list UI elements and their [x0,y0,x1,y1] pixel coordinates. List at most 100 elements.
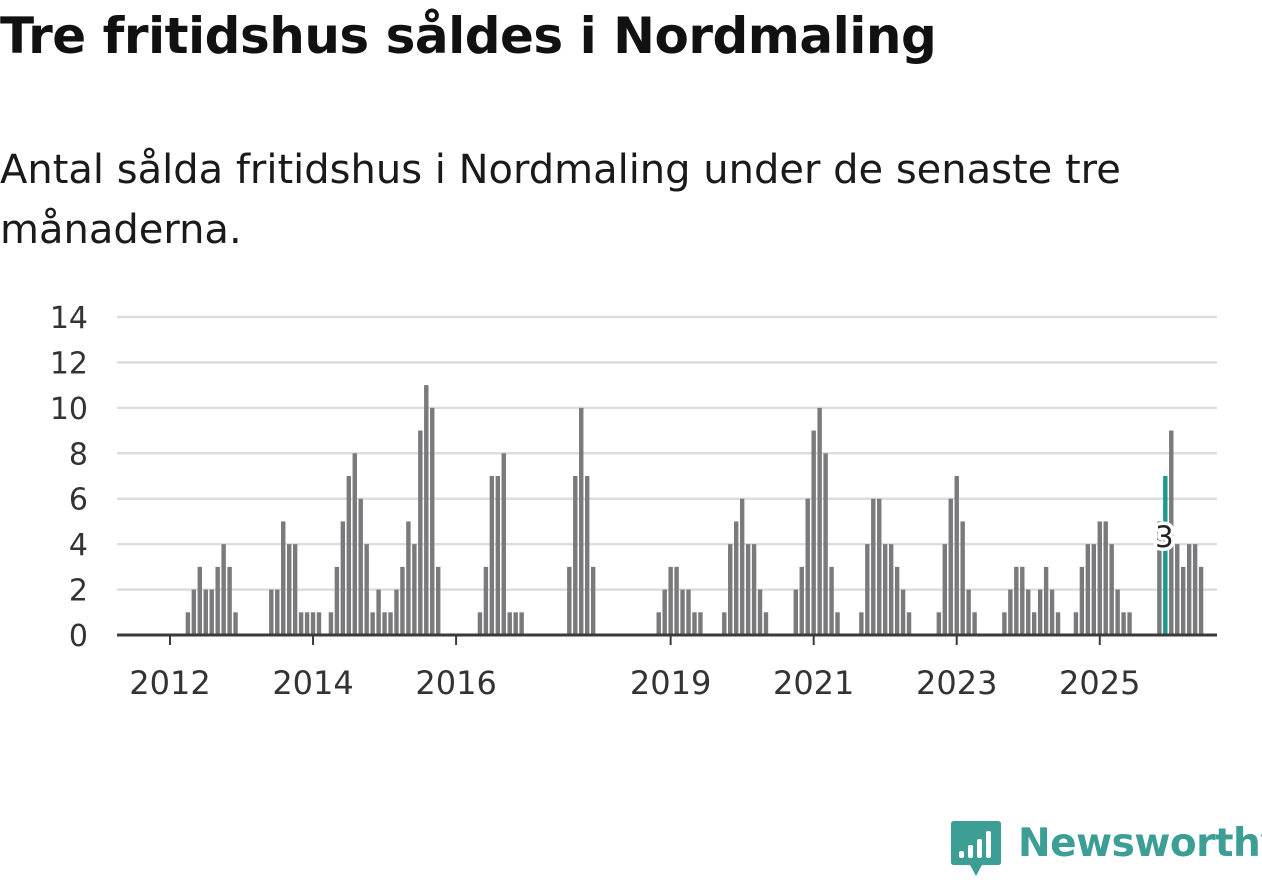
bar [1097,521,1102,635]
bar [835,612,840,635]
bar [829,566,834,635]
brand-logo: Newsworthy [950,818,1262,880]
bar [1073,612,1079,635]
bar [823,453,828,635]
chart-title: Tre fritidshus såldes i Nordmaling [0,7,937,65]
bar [334,566,340,635]
brand-name: Newsworthy [1018,820,1262,866]
bar [1091,544,1096,635]
y-tick-label: 14 [50,301,88,336]
bar [906,612,912,635]
bar [364,544,369,635]
chart-subtitle: Antal sålda fritidshus i Nordmaling unde… [0,147,1121,253]
bar [883,544,888,635]
bar [430,407,435,635]
bar [304,612,310,635]
gridlines [117,315,1217,591]
bar [269,589,274,635]
bar [513,612,518,635]
bar [722,612,727,635]
x-tick-label: 2014 [272,664,353,702]
y-tick-label: 8 [69,437,88,472]
bar [871,498,876,635]
y-tick-label: 0 [69,619,88,654]
bar [1026,589,1031,635]
bar [1115,589,1120,635]
bar [418,430,423,635]
y-tick-label: 12 [50,346,88,381]
bar [1175,544,1180,635]
y-tick-label: 2 [69,574,88,609]
bar [900,589,906,635]
bars [185,385,1204,635]
bar [811,430,816,635]
bar [388,612,393,635]
bar [346,476,351,635]
bar [489,476,495,635]
data-labels: 3 [1152,516,1177,557]
bar [1014,566,1019,635]
bar [281,521,286,635]
bar [739,498,745,635]
bar [197,566,202,635]
bar [316,612,322,635]
x-tick-label: 2021 [773,664,854,702]
bar [191,589,197,635]
bar [656,612,661,635]
bar [1127,612,1132,635]
bar [751,544,757,635]
bar [1008,589,1013,635]
bar [221,544,226,635]
bar [817,407,822,635]
bar [1085,544,1091,635]
bar [942,544,947,635]
bar [567,566,572,635]
bar [686,589,691,635]
bar [1192,544,1198,635]
bar [972,612,977,635]
bar [1157,521,1162,635]
bar [275,589,280,635]
bar [585,476,590,635]
bar [292,544,298,635]
bar [507,612,512,635]
bar [436,566,441,635]
bar [745,544,751,635]
bar [1103,521,1108,635]
bar [1032,612,1037,635]
bar [662,589,667,635]
x-tick-label: 2019 [630,664,711,702]
bar [793,589,798,635]
bar [805,498,810,635]
bar [376,589,381,635]
bar [573,476,578,635]
bar [579,407,584,635]
bar [1049,589,1055,635]
bar [692,612,697,635]
bar [1109,544,1114,635]
bar [1079,566,1085,635]
y-tick-label: 6 [69,483,88,518]
bar [674,566,679,635]
bar [352,453,357,635]
bar [382,612,387,635]
bar [227,566,232,635]
bar [340,521,346,635]
bar [728,544,733,635]
bar [668,566,673,635]
bar [698,612,703,635]
bar [400,566,405,635]
bar [1055,612,1061,635]
bar [1020,566,1025,635]
newsworthy-logo-icon [951,821,1001,876]
bar [233,612,238,635]
bar-highlight [1163,476,1168,635]
bar [406,521,411,635]
bar [763,612,769,635]
bar [734,521,739,635]
bar [1169,430,1174,635]
bar [1181,566,1186,635]
x-axis-ticks: 2012 2014 2016 2019 2021 2023 2025 [129,635,1140,702]
bar [960,521,965,635]
bar [477,612,483,635]
